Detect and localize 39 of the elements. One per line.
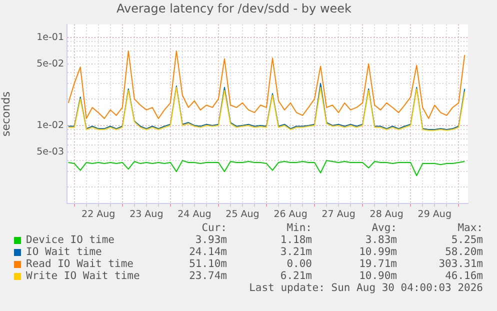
- text: 23.74m: [189, 270, 227, 282]
- text: 3.83m: [365, 234, 397, 246]
- x-tick-label: 29 Aug: [418, 208, 452, 220]
- text: Max:: [458, 222, 483, 234]
- x-tick-label: 28 Aug: [370, 208, 404, 220]
- text: 3.93m: [195, 234, 227, 246]
- x-tick-label: 22 Aug: [82, 208, 116, 220]
- chart-title: Average latency for /dev/sdd - by week: [116, 1, 352, 16]
- x-tick-label: 27 Aug: [322, 208, 356, 220]
- text: 5.25m: [451, 234, 483, 246]
- text: 19.71m: [359, 258, 397, 270]
- legend-label: Read IO Wait time: [26, 258, 134, 270]
- text: 46.16m: [445, 270, 483, 282]
- text: 303.31m: [438, 258, 483, 270]
- legend-label: Write IO Wait time: [26, 270, 140, 282]
- text: 10.90m: [359, 270, 397, 282]
- x-tick-label: 23 Aug: [130, 208, 164, 220]
- text: 10.99m: [359, 246, 397, 258]
- y-tick-label: 5e-03: [36, 146, 64, 158]
- y-axis-title: seconds: [0, 91, 12, 136]
- x-tick-label: 25 Aug: [226, 208, 260, 220]
- x-tick-label: 26 Aug: [274, 208, 308, 220]
- text: 1.18m: [280, 234, 312, 246]
- legend-label: IO Wait time: [26, 246, 102, 258]
- y-tick-label: 1e-01: [36, 32, 64, 43]
- y-tick-label: 1e-02: [36, 120, 64, 131]
- text: Cur:: [202, 222, 227, 234]
- text: Min:: [286, 222, 312, 234]
- y-tick-label: 5e-02: [36, 58, 64, 70]
- text: 58.20m: [445, 246, 483, 258]
- legend-label: Device IO time: [26, 234, 115, 246]
- text: 6.21m: [280, 270, 312, 282]
- text: 0.00: [286, 258, 312, 270]
- text: 3.21m: [280, 246, 312, 258]
- x-tick-label: 24 Aug: [178, 208, 212, 220]
- text: Last update: Sun Aug 30 04:00:03 2026: [249, 282, 483, 294]
- text: 51.10m: [189, 258, 227, 270]
- text: 24.14m: [189, 246, 227, 258]
- text: Avg:: [372, 222, 397, 234]
